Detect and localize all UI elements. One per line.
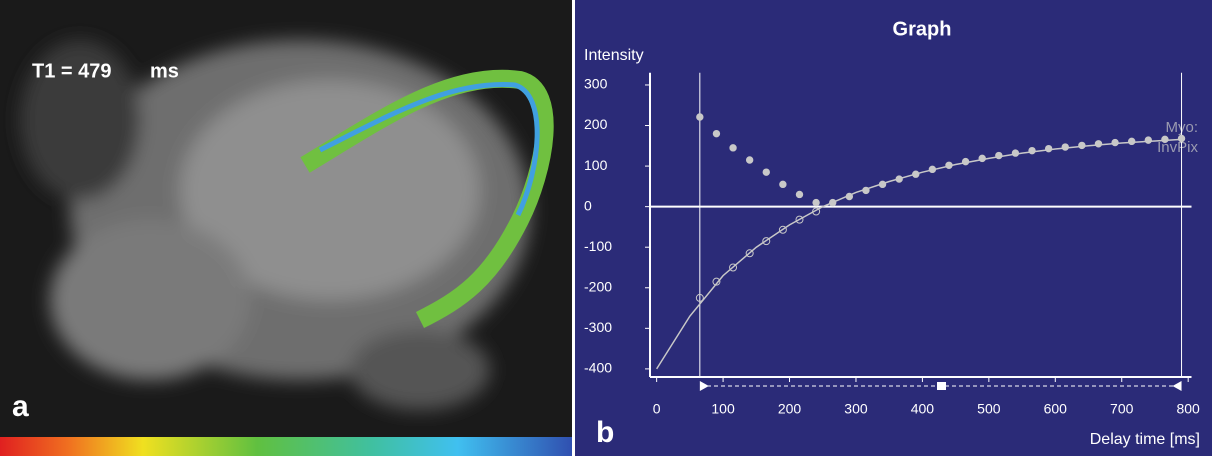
data-point <box>696 113 704 121</box>
legend-label: InvPix <box>1157 139 1198 156</box>
x-tick-label: 100 <box>711 401 735 417</box>
data-point <box>729 263 738 272</box>
x-tick-label: 500 <box>977 401 1001 417</box>
data-point <box>762 237 771 246</box>
data-point <box>779 180 787 189</box>
x-tick-label: 400 <box>911 401 935 417</box>
data-point <box>712 277 721 286</box>
x-tick-label: 700 <box>1110 401 1134 417</box>
data-point <box>762 168 770 176</box>
data-point <box>729 144 737 152</box>
t1-value: T1 = 479 <box>32 60 112 82</box>
data-point <box>778 225 787 234</box>
data-point <box>795 190 804 199</box>
data-point <box>695 293 704 302</box>
y-tick-label: -100 <box>584 238 612 254</box>
x-tick-label: 800 <box>1176 401 1200 417</box>
cursor-handle <box>699 381 709 391</box>
chart-title: Graph <box>893 18 952 40</box>
data-point <box>812 198 820 207</box>
fit-curve <box>656 138 1182 370</box>
y-tick-label: 0 <box>584 197 592 213</box>
panel-label: a <box>12 390 29 423</box>
data-point <box>1161 135 1169 144</box>
t1-unit: ms <box>150 60 179 82</box>
data-point <box>1078 141 1086 150</box>
data-point <box>712 129 721 138</box>
x-tick-label: 600 <box>1044 401 1068 417</box>
x-tick-label: 300 <box>844 401 868 417</box>
data-point <box>1128 137 1136 146</box>
panel-label: b <box>596 416 614 449</box>
mri-panel: T1 = 479 ms a <box>0 0 572 456</box>
data-point <box>1177 134 1186 143</box>
y-tick-label: 200 <box>584 116 608 132</box>
data-point <box>745 156 754 164</box>
y-tick-label: 300 <box>584 76 608 92</box>
y-tick-label: -200 <box>584 278 612 294</box>
y-tick-label: -400 <box>584 360 612 376</box>
x-axis-label: Delay time [ms] <box>1090 431 1200 448</box>
y-tick-label: 100 <box>584 157 608 173</box>
cursor-handle <box>1172 381 1182 391</box>
y-axis-label: Intensity <box>584 47 644 64</box>
x-tick-label: 0 <box>653 401 661 417</box>
data-point <box>1061 143 1069 151</box>
slider-thumb <box>937 382 946 390</box>
data-point <box>1144 136 1153 144</box>
data-point <box>1094 140 1103 148</box>
data-point <box>795 215 804 224</box>
x-tick-label: 200 <box>778 401 802 417</box>
data-point <box>745 249 754 258</box>
chart-background <box>575 0 1212 456</box>
data-point <box>1111 138 1119 147</box>
y-tick-label: -300 <box>584 319 612 335</box>
